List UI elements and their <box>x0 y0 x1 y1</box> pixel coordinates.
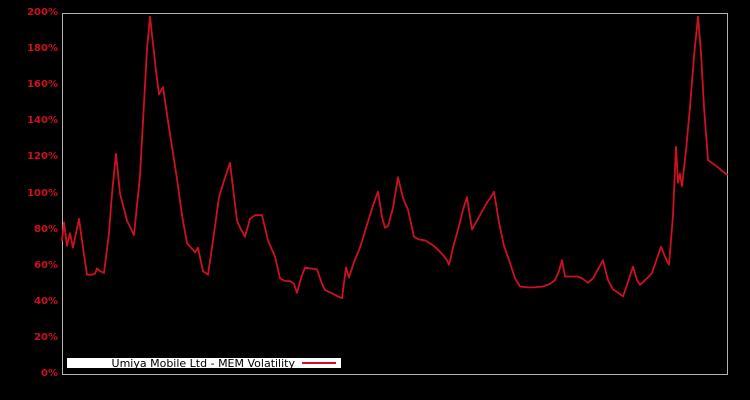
legend-line-sample-icon <box>302 362 336 364</box>
y-tick-label: 60% <box>34 259 58 271</box>
series-line <box>61 15 728 300</box>
y-tick-label: 180% <box>27 43 58 55</box>
legend: Umiya Mobile Ltd - MEM Volatility <box>66 357 342 369</box>
y-tick-label: 0% <box>41 368 58 379</box>
y-tick-label: 80% <box>34 223 58 235</box>
legend-series-label: Umiya Mobile Ltd - MEM Volatility <box>111 356 295 370</box>
y-tick-label: 40% <box>34 295 58 307</box>
y-tick-label: 100% <box>27 187 58 199</box>
y-tick-label: 120% <box>27 151 58 163</box>
y-tick-label: 200% <box>27 7 58 18</box>
y-tick-label: 140% <box>27 115 58 127</box>
y-tick-label: 160% <box>27 79 58 91</box>
y-tick-label: 20% <box>34 331 58 343</box>
